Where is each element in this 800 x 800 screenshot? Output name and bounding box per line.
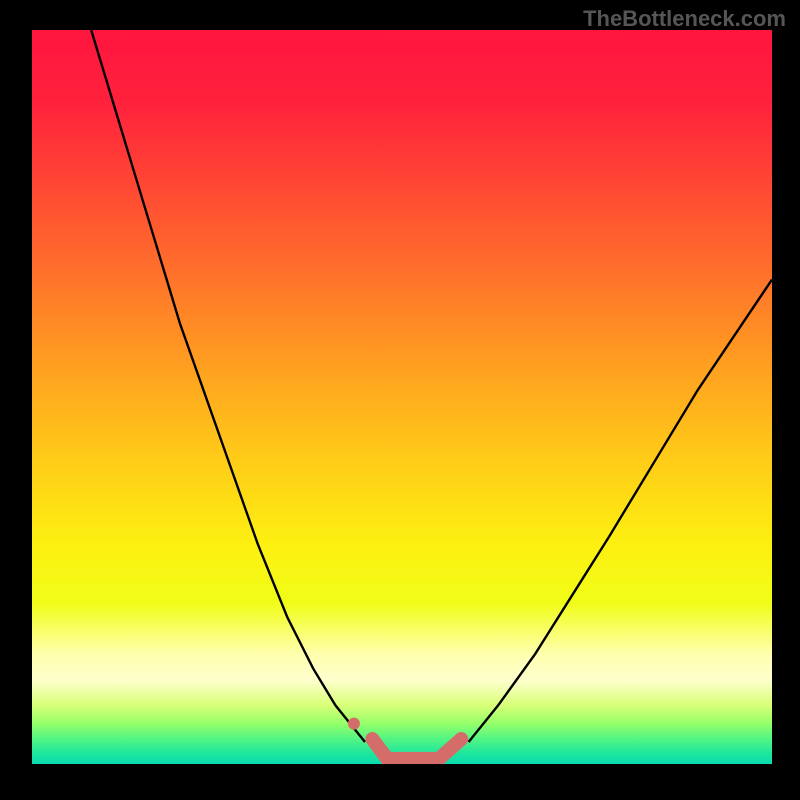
highlight-dot <box>348 718 360 730</box>
watermark-text: TheBottleneck.com <box>583 6 786 32</box>
plot-area <box>32 30 772 764</box>
gradient-rect <box>32 30 772 764</box>
plot-svg <box>32 30 772 764</box>
chart-frame: TheBottleneck.com <box>0 0 800 800</box>
